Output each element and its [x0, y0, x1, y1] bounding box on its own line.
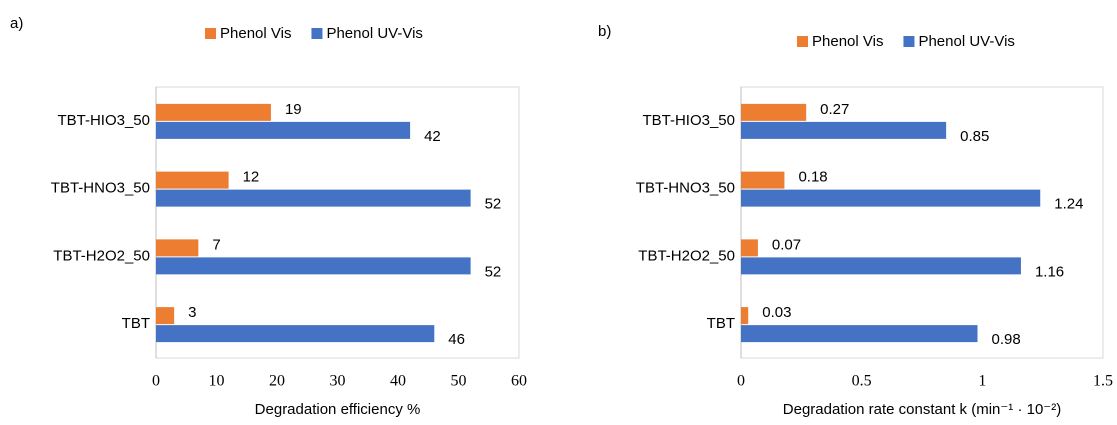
- bar: [156, 325, 435, 343]
- bar: [156, 239, 199, 257]
- panel-label: a): [10, 15, 23, 32]
- bar: [741, 239, 758, 257]
- bar: [741, 307, 749, 325]
- legend-label: Phenol UV-Vis: [326, 25, 422, 42]
- y-tick-label: TBT: [122, 315, 150, 332]
- bar: [156, 189, 471, 207]
- bar: [156, 307, 175, 325]
- legend-swatch: [903, 36, 915, 47]
- y-tick-label: TBT-HNO3_50: [51, 180, 150, 197]
- bar: [741, 103, 807, 121]
- x-tick-label: 50: [451, 373, 467, 390]
- data-label: 0.98: [992, 331, 1021, 348]
- legend-label: Phenol UV-Vis: [918, 33, 1014, 50]
- panel-label: b): [598, 23, 611, 40]
- bar: [156, 121, 411, 139]
- y-tick-label: TBT-HIO3_50: [57, 112, 150, 129]
- y-tick-label: TBT-H2O2_50: [53, 247, 150, 264]
- data-label: 0.03: [762, 304, 791, 321]
- legend-swatch: [205, 28, 216, 39]
- data-label: 0.07: [772, 236, 801, 253]
- data-label: 42: [424, 128, 441, 145]
- x-axis-label: Degradation efficiency %: [255, 401, 421, 418]
- data-label: 0.18: [798, 169, 827, 186]
- data-label: 1.16: [1035, 263, 1064, 280]
- data-label: 12: [243, 169, 260, 186]
- x-tick-label: 30: [330, 373, 346, 390]
- data-label: 52: [485, 263, 502, 280]
- x-tick-label: 0.5: [852, 373, 872, 390]
- x-tick-label: 60: [511, 373, 527, 390]
- data-label: 46: [448, 331, 465, 348]
- bar: [741, 325, 978, 343]
- data-label: 19: [285, 101, 302, 118]
- x-tick-label: 0: [737, 373, 745, 390]
- data-label: 1.24: [1054, 196, 1083, 213]
- bar: [741, 257, 1021, 275]
- data-label: 0.27: [820, 101, 849, 118]
- bar: [156, 103, 271, 121]
- bar: [741, 121, 947, 139]
- x-axis-label: Degradation rate constant k (min⁻¹ · 10⁻…: [783, 401, 1061, 418]
- y-tick-label: TBT-HIO3_50: [642, 112, 735, 129]
- x-tick-label: 10: [209, 373, 225, 390]
- bar: [741, 171, 785, 189]
- x-tick-label: 20: [269, 373, 285, 390]
- y-tick-label: TBT-H2O2_50: [638, 247, 735, 264]
- x-tick-label: 1.5: [1093, 373, 1113, 390]
- bar: [741, 189, 1041, 207]
- data-label: 3: [188, 304, 196, 321]
- legend-label: Phenol Vis: [812, 33, 883, 50]
- data-label: 7: [212, 236, 220, 253]
- x-tick-label: 40: [390, 373, 406, 390]
- legend-label: Phenol Vis: [220, 25, 291, 42]
- bar: [156, 257, 471, 275]
- bar: [156, 171, 229, 189]
- legend-swatch: [311, 28, 323, 39]
- legend-swatch: [797, 36, 808, 47]
- y-tick-label: TBT-HNO3_50: [636, 180, 735, 197]
- y-tick-label: TBT: [707, 315, 735, 332]
- x-tick-label: 1: [978, 373, 986, 390]
- data-label: 52: [485, 196, 502, 213]
- x-tick-label: 0: [152, 373, 160, 390]
- data-label: 0.85: [960, 128, 989, 145]
